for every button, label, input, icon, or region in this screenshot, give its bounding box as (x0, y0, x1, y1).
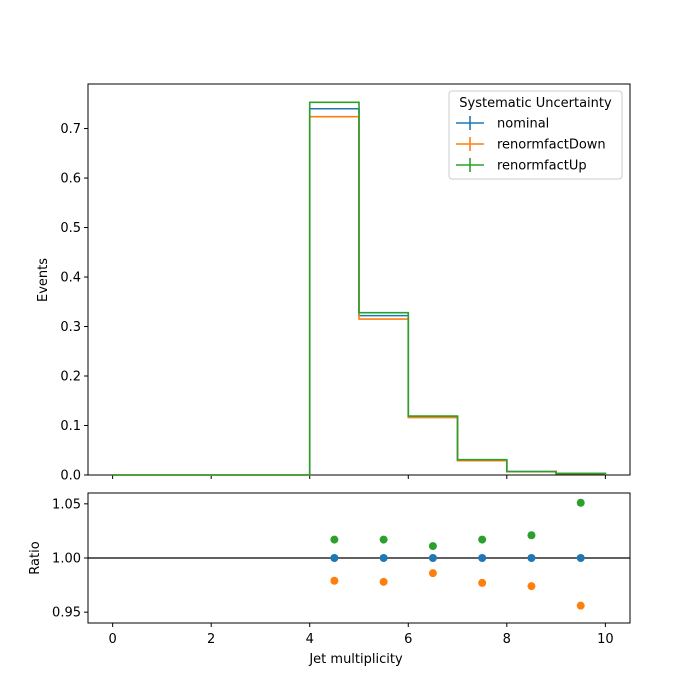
main-y-tick-label: 0.6 (60, 172, 81, 187)
ratio-point (330, 576, 339, 585)
ratio-point (478, 554, 487, 562)
ratio-point (478, 535, 487, 544)
legend: Systematic Uncertainty nominal renormfactD… (448, 90, 623, 180)
main-y-tick-label: 0.0 (60, 469, 81, 484)
ratio-point (576, 498, 585, 507)
step-line-renormfactup (112, 101, 607, 476)
main-y-tick-label: 0.1 (60, 419, 81, 434)
ratio-point (428, 542, 437, 551)
x-axis-label: Jet multiplicity (308, 652, 403, 667)
legend-entry: renormfactUp (497, 159, 587, 174)
ratio-y-tick-label: 0.95 (52, 606, 81, 621)
main-y-tick-label: 0.5 (60, 221, 81, 236)
main-y-axis-label: Events (36, 258, 51, 302)
ratio-point (478, 578, 487, 587)
ratio-point (576, 601, 585, 610)
x-tick-label: 8 (503, 632, 511, 647)
x-tick-label: 10 (597, 632, 614, 647)
ratio-point (330, 535, 339, 544)
x-tick-label: 4 (306, 632, 314, 647)
x-tick-label: 2 (207, 632, 215, 647)
main-plot-frame (87, 83, 631, 476)
ratio-point (527, 554, 536, 562)
legend-entry: nominal (497, 117, 549, 132)
main-y-tick-label: 0.3 (60, 320, 81, 335)
ratio-point (379, 554, 388, 562)
main-y-tick-label: 0.2 (60, 370, 81, 385)
ratio-panel: 0.95 1.00 1.05 0 2 4 6 8 10 (52, 492, 631, 647)
legend-title: Systematic Uncertainty (459, 96, 612, 111)
ratio-point (330, 554, 339, 562)
ratio-point (428, 554, 437, 562)
ratio-point (379, 577, 388, 586)
ratio-point (428, 569, 437, 578)
ratio-point (527, 531, 536, 540)
main-y-tick-label: 0.7 (60, 122, 81, 137)
x-tick-label: 0 (108, 632, 116, 647)
ratio-point (379, 535, 388, 544)
main-panel: 0.0 0.1 0.2 0.3 0.4 0.5 0.6 0.7 (60, 83, 631, 484)
ratio-point (527, 582, 536, 591)
ratio-y-tick-label: 1.00 (52, 552, 81, 567)
ratio-y-axis-label: Ratio (28, 541, 43, 574)
legend-box (448, 90, 623, 180)
x-tick-label: 6 (404, 632, 412, 647)
ratio-point (576, 554, 585, 562)
main-y-tick-label: 0.4 (60, 271, 81, 286)
legend-entry: renormfactDown (497, 138, 606, 153)
ratio-y-tick-label: 1.05 (52, 497, 81, 512)
